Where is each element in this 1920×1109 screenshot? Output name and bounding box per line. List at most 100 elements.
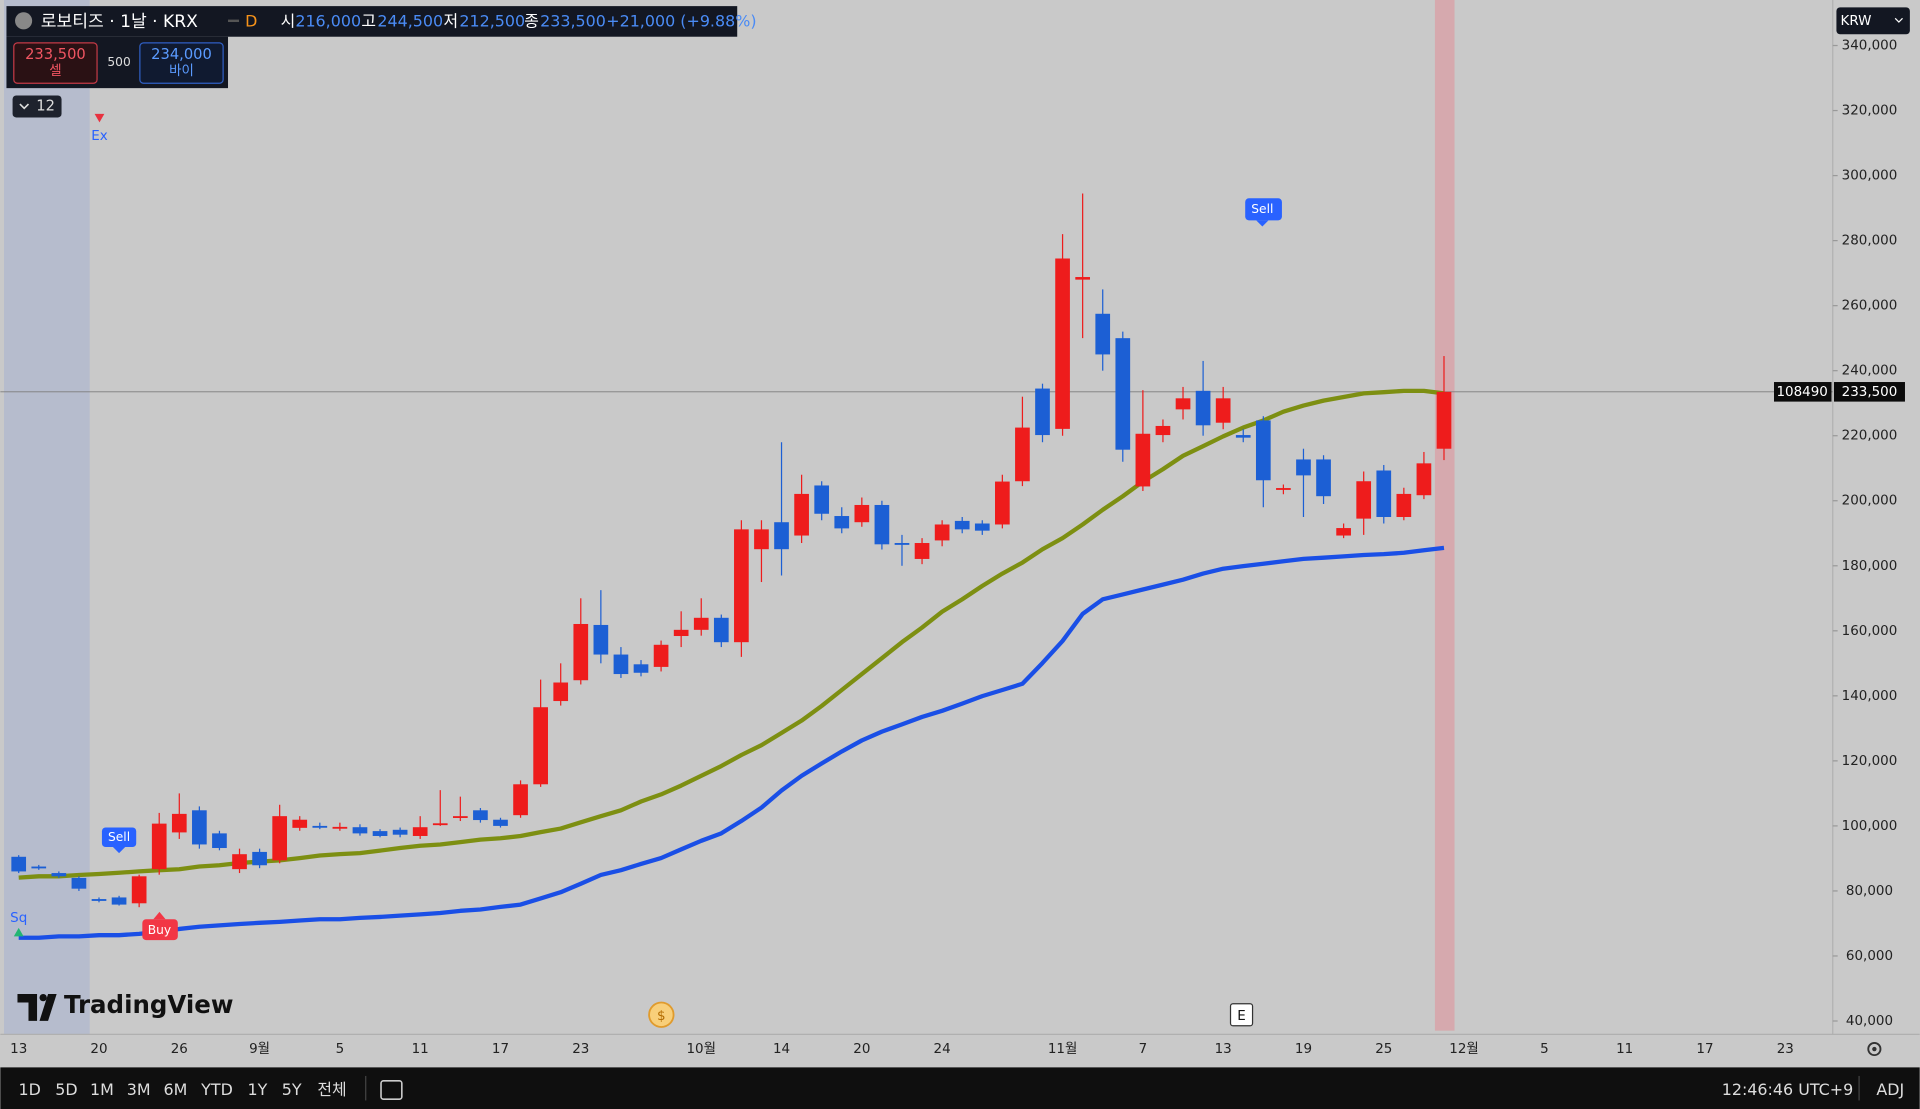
y-tick-label: 320,000 [1842,104,1898,119]
candle-body [1416,463,1432,496]
candle-body [894,543,910,545]
y-tick-label: 340,000 [1842,39,1898,54]
ex-arrow [94,113,105,123]
range-button[interactable]: 6M [163,1080,187,1099]
plot: 40,000 60,000 80,000 100,000 120,000 140,000 1… [0,39,1905,1057]
y-tick-label: 240,000 [1842,364,1898,379]
candle-body [252,851,267,866]
spread: 500 [107,55,130,69]
range-button[interactable]: 3M [127,1080,151,1099]
line-value: 108490 [1776,385,1827,400]
candle-body [1155,425,1171,436]
ohlc-label: 시 [281,12,296,31]
range-button[interactable]: 5Y [282,1080,302,1099]
currency: KRW [1841,14,1872,29]
x-tick-label: 11월 [1048,1041,1078,1057]
range-button[interactable]: 전체 [317,1080,346,1099]
buy-price: 234,000 [151,46,212,63]
x-tick-label: 5 [336,1042,345,1057]
candle-body [292,819,308,828]
sell-signal-text: Sell [1251,202,1273,216]
candle-body [151,823,167,870]
ohlc-value: 212,500 [459,12,525,31]
signal-pointer [112,847,126,854]
candle-body [1255,420,1271,481]
date-range-icon[interactable] [380,1080,403,1101]
candle-body [1195,390,1211,426]
candle-body [71,877,87,889]
change: +21,000 (+9.88%) [606,12,756,31]
symbol: 로보티즈 · 1날 · KRX [41,12,198,32]
buy-signal [142,919,178,941]
range-button[interactable]: 1D [19,1080,41,1099]
x-tick-label: 11 [1616,1042,1633,1057]
candle-body [513,784,528,816]
currency-button[interactable] [1836,7,1910,35]
moving-average [18,545,1445,940]
sell-price: 233,500 [25,46,86,63]
x-tick-label: 9월 [249,1041,270,1057]
adjust-toggle[interactable]: ADJ [1876,1080,1904,1099]
candle-body [553,682,569,702]
indicator-toggle[interactable] [12,95,62,118]
chevron-icon [1894,17,1903,23]
candle-body [653,644,669,667]
range-button[interactable]: 1M [90,1080,114,1099]
candle-body [914,543,930,559]
buy-button[interactable] [139,42,224,84]
candle-body [693,617,709,630]
x-tick-label: 20 [853,1042,870,1057]
range-button[interactable]: 5D [55,1080,77,1099]
range-buttons: 1D 5D 1M 3M 6M YTD 1Y 5Y 전체 [19,1080,347,1099]
candle-body [794,493,809,536]
sell-button[interactable] [13,42,98,84]
candle-body [1235,435,1251,438]
y-tick-label: 260,000 [1842,299,1898,314]
ohlc-value: 233,500 [540,12,606,31]
signal-pointer [1256,220,1269,227]
candle-body [1396,493,1412,518]
candle-body [954,520,970,530]
watermark: TradingView [64,990,234,1019]
settings-icon[interactable] [1867,1041,1882,1057]
candle-body [212,833,227,849]
candle-body [613,654,629,675]
range-button[interactable]: 1Y [247,1080,267,1099]
x-tick-label: 17 [492,1042,509,1057]
ohlc-value: 216,000 [295,12,361,31]
candle-body [473,810,488,821]
x-tick-label: 23 [1777,1042,1794,1057]
candle-body [51,873,67,877]
x-tick-label: 10월 [686,1041,716,1057]
y-tick-label: 180,000 [1842,559,1898,574]
earnings-icon[interactable] [1229,1003,1254,1027]
candle-body [934,524,950,541]
range-button[interactable]: YTD [200,1080,233,1099]
candle-body [974,523,990,531]
indicator-count: 12 [36,97,55,114]
x-tick-label: 5 [1540,1042,1549,1057]
candle-body [1276,488,1291,490]
x-tick-label: 11 [412,1042,429,1057]
candle-body [995,481,1010,525]
sell-signal [101,827,137,848]
candle-body [633,664,649,673]
interval: D [245,12,257,31]
y-tick-label: 100,000 [1842,819,1898,834]
x-tick-label: 14 [773,1042,790,1057]
candle-body [131,876,147,904]
y-tick-label: 220,000 [1842,429,1898,444]
x-tick-label: 12월 [1449,1041,1479,1057]
candle-body [734,529,749,643]
buy-signal-text: Buy [148,923,171,937]
x-tick-label: 20 [90,1042,107,1057]
chevron-icon [19,103,30,110]
dividend-icon[interactable] [648,1001,675,1028]
y-tick-label: 140,000 [1842,689,1898,704]
candle-body [352,827,368,834]
candle-body [673,629,689,637]
ohlc-label: 종 [524,12,539,31]
candle-body [573,623,589,681]
candle-body [1095,313,1111,355]
